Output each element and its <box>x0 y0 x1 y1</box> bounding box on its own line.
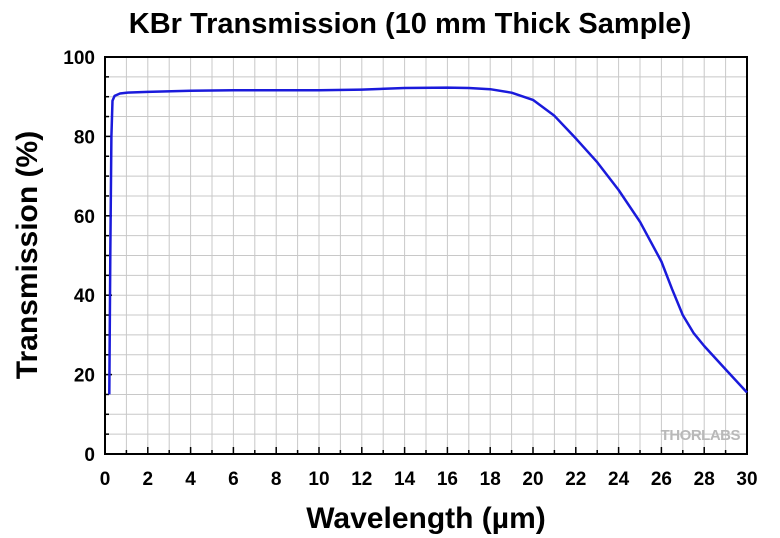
thorlabs-logo-text: THORLABS <box>661 427 741 444</box>
y-tick-label: 100 <box>63 48 95 69</box>
chart-title: KBr Transmission (10 mm Thick Sample) <box>129 8 691 40</box>
x-tick-label: 26 <box>651 469 672 490</box>
x-tick-label: 18 <box>480 469 501 490</box>
y-tick-label: 0 <box>84 445 95 466</box>
y-tick-label: 60 <box>74 207 95 228</box>
y-tick-label: 40 <box>74 286 95 307</box>
y-tick-label: 80 <box>74 127 95 148</box>
axis-ticks <box>104 56 748 455</box>
x-tick-label: 20 <box>522 469 543 490</box>
y-tick-label: 20 <box>74 366 95 387</box>
x-tick-label: 2 <box>143 469 154 490</box>
thorlabs-logo: THORLABS <box>661 427 741 444</box>
x-tick-label: 0 <box>100 469 111 490</box>
x-tick-label: 10 <box>308 469 329 490</box>
x-tick-label: 12 <box>351 469 372 490</box>
x-tick-label: 14 <box>394 469 416 490</box>
x-tick-label: 28 <box>694 469 715 490</box>
transmission-curve <box>108 86 748 395</box>
grid <box>105 57 747 454</box>
x-tick-label: 30 <box>736 469 757 490</box>
x-tick-label: 24 <box>608 469 630 490</box>
x-tick-label: 4 <box>185 469 196 490</box>
x-tick-label: 22 <box>565 469 586 490</box>
x-tick-label: 6 <box>228 469 239 490</box>
x-tick-label: 16 <box>437 469 458 490</box>
x-tick-label: 8 <box>271 469 282 490</box>
y-axis-label: Transmission (%) <box>11 131 44 379</box>
x-axis-label: Wavelength (µm) <box>306 502 546 535</box>
